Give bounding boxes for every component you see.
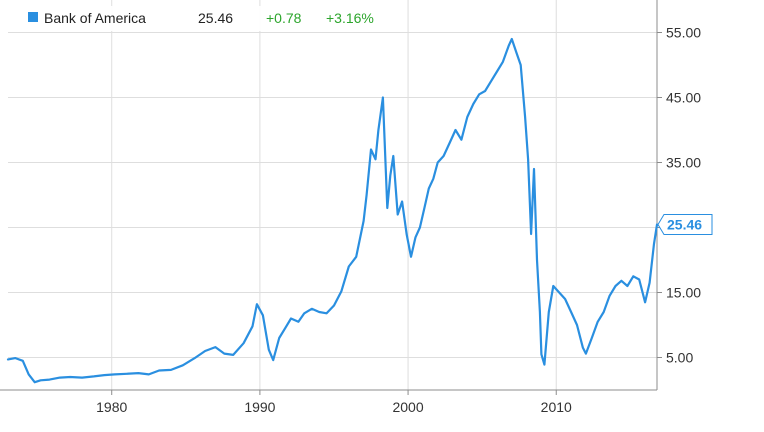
y-tick-label: 5.00 [666,350,693,366]
y-tick-label: 35.00 [666,155,701,171]
legend-change-pct: +3.16% [326,10,374,26]
x-tick-label: 2010 [541,399,572,415]
x-tick-label: 2000 [392,399,423,415]
legend-swatch-icon [28,12,38,22]
legend-background [10,6,395,31]
series-layer [6,37,659,384]
legend-last-value: 25.46 [198,10,233,26]
current-value-text: 25.46 [667,217,702,233]
series-line-bank-of-america[interactable] [6,37,659,384]
legend-change-abs: +0.78 [266,10,302,26]
y-tick-label: 55.00 [666,25,701,41]
y-tick-label: 45.00 [666,90,701,106]
tick-label-layer: 19801990200020105.0015.0025.0035.0045.00… [96,25,701,416]
grid-layer [8,0,662,395]
current-value-box [657,214,713,236]
y-tick-label: 15.00 [666,285,701,301]
x-tick-label: 1990 [244,399,275,415]
x-tick-label: 1980 [96,399,127,415]
current-value-label: 25.46 [657,214,713,236]
legend-series-name: Bank of America [44,10,146,26]
legend: Bank of America 25.46 +0.78 +3.16% [10,6,395,31]
axis-layer [0,0,658,391]
